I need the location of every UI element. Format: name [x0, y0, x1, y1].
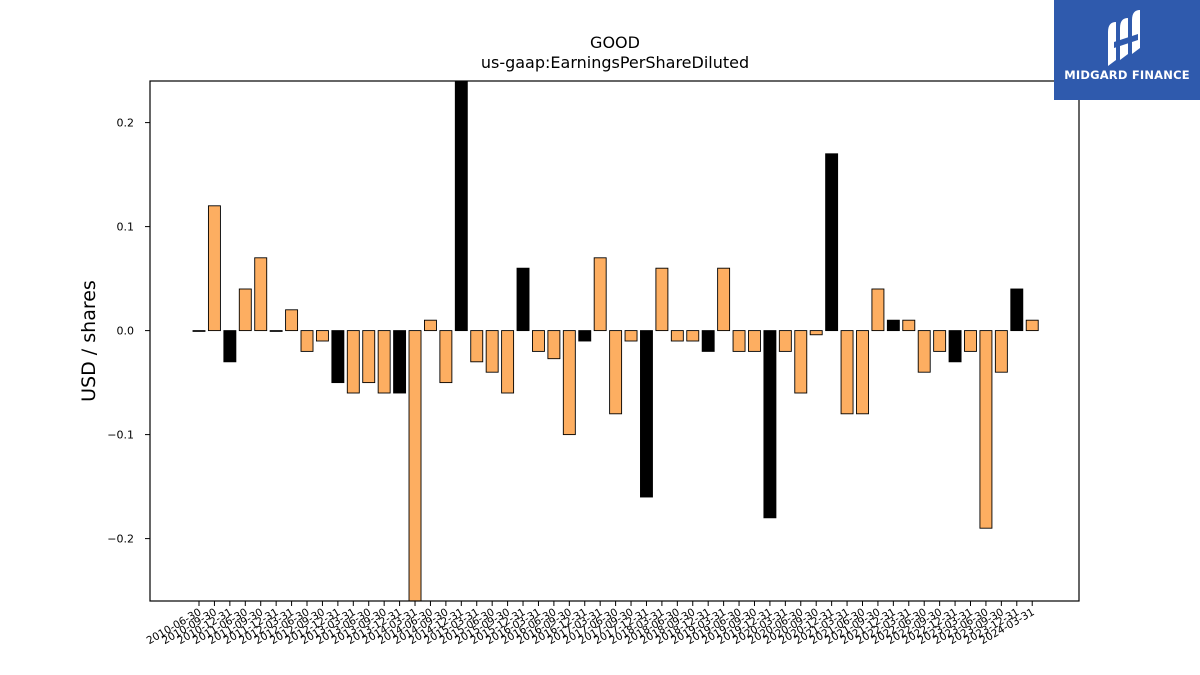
y-axis: −0.2 −0.1 0.0 0.1 0.2	[107, 117, 150, 546]
bar-2016-12-31	[578, 330, 592, 342]
bar-2021-03-31	[840, 330, 854, 415]
bar-2019-03-31	[717, 267, 731, 332]
bar-2014-09-30	[439, 330, 453, 384]
bar-2011-12-31	[269, 330, 283, 332]
logo-text: MIDGARD FINANCE	[1064, 68, 1190, 82]
bar-2018-12-31	[701, 330, 715, 352]
bar-2022-09-30	[933, 330, 947, 352]
bar-2022-03-31	[902, 319, 916, 332]
bar-2017-06-30	[609, 330, 623, 415]
bar-2020-09-30	[809, 330, 823, 336]
bar-2016-09-30	[562, 330, 576, 436]
bar-2013-06-30	[362, 330, 376, 384]
chart-subtitle: us-gaap:EarningsPerShareDiluted	[481, 53, 749, 72]
bar-2017-12-31	[640, 330, 653, 498]
bar-2015-09-30	[501, 330, 515, 394]
bar-2013-09-30	[377, 330, 391, 394]
y-tick-label: 0.0	[117, 325, 135, 338]
bar-2023-12-31	[1010, 288, 1024, 332]
bar-2021-06-30	[856, 330, 869, 415]
bar-2021-09-30	[871, 288, 885, 332]
bar-2012-03-31	[285, 309, 299, 332]
bar-2016-06-30	[547, 330, 561, 360]
x-axis: 2010-06-302010-09-302010-12-312011-06-30…	[145, 601, 1037, 647]
bar-2024-03-31	[1025, 319, 1039, 332]
bar-2020-06-30	[794, 330, 808, 394]
bar-2013-03-31	[346, 330, 360, 394]
midgard-logo-icon	[1108, 10, 1140, 66]
bar-2018-09-30	[686, 330, 700, 342]
bar-2011-09-30	[254, 257, 268, 332]
bar-2019-12-31	[763, 330, 777, 519]
y-tick-label: −0.2	[107, 533, 134, 546]
plot-frame	[149, 80, 1080, 602]
y-axis-label: USD / shares	[78, 280, 100, 402]
bar-2021-12-31	[886, 319, 900, 332]
bar-2015-06-30	[485, 330, 499, 373]
bar-2018-03-31	[655, 267, 669, 332]
bar-2022-06-30	[917, 330, 931, 373]
bar-2020-12-31	[825, 153, 839, 332]
bar-2023-09-30	[994, 330, 1008, 373]
bar-2016-03-31	[532, 330, 545, 352]
bar-2023-06-30	[979, 330, 993, 529]
bar-2022-12-31	[948, 330, 962, 363]
bar-2011-06-30	[238, 288, 252, 332]
bar-2017-09-30	[624, 330, 638, 342]
bar-2020-03-31	[778, 330, 792, 352]
bar-2012-06-30	[300, 330, 314, 352]
bar-2013-12-31	[393, 330, 407, 394]
y-tick-label: −0.1	[107, 429, 134, 442]
bar-2015-12-31	[516, 267, 530, 332]
bar-2014-12-31	[454, 80, 468, 332]
bar-2015-03-31	[470, 330, 484, 363]
bar-2010-06-30	[192, 330, 206, 332]
y-tick-label: 0.2	[117, 117, 135, 130]
bar-2014-06-30	[424, 319, 437, 332]
bar-2017-03-31	[593, 257, 607, 332]
bar-2018-06-30	[670, 330, 684, 342]
bar-2012-12-31	[331, 330, 345, 384]
chart-title: GOOD	[590, 33, 640, 52]
logo: MIDGARD FINANCE	[1054, 0, 1200, 100]
bar-2012-09-30	[315, 330, 329, 342]
bar-2019-09-30	[748, 330, 761, 352]
bar-2010-12-31	[223, 330, 237, 363]
bar-2023-03-31	[964, 330, 977, 352]
bar-2014-03-31	[408, 330, 422, 602]
bars	[192, 80, 1039, 602]
bar-2010-09-30	[207, 205, 221, 332]
bar-2019-06-30	[732, 330, 746, 352]
y-tick-label: 0.1	[117, 221, 135, 234]
